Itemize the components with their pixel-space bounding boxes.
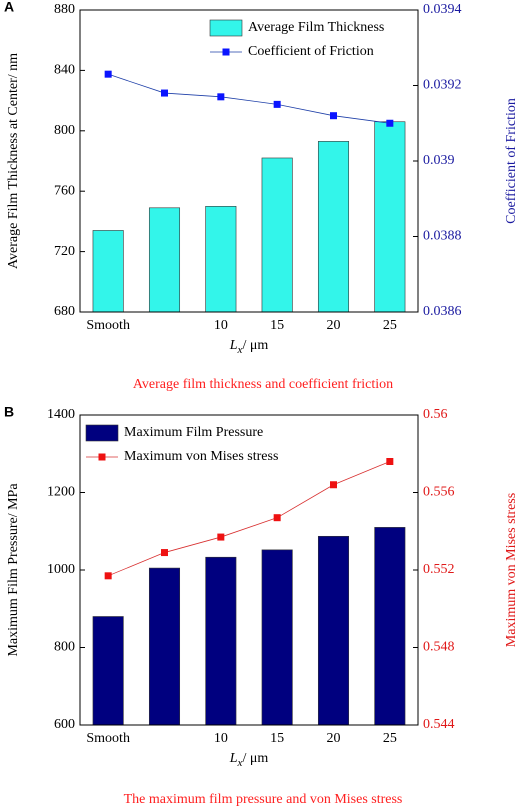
x-label-unit: / μm <box>242 338 268 353</box>
x-tick-label: 10 <box>214 731 228 746</box>
x-tick-label: Smooth <box>86 731 130 746</box>
x-tick-label: Smooth <box>86 318 130 333</box>
legend-marker <box>222 48 230 56</box>
legend-swatch <box>85 424 119 442</box>
y2-tick-label: 0.0394 <box>423 2 462 17</box>
x-label-main: L <box>229 751 238 766</box>
legend-label: Coefficient of Friction <box>248 44 374 59</box>
marker <box>161 89 168 97</box>
bar <box>374 527 406 726</box>
y-tick-label: 800 <box>54 640 75 655</box>
x-tick-label: 25 <box>383 318 397 333</box>
y-tick-label: 720 <box>54 244 75 259</box>
y-tick-label: 600 <box>54 717 75 732</box>
legend-marker <box>98 453 106 461</box>
y2-tick-label: 0.552 <box>423 562 455 577</box>
marker <box>330 481 337 489</box>
panel-label: A <box>4 0 14 15</box>
y-axis-label: Maximum Film Pressure/ MPa <box>6 483 21 657</box>
y2-tick-label: 0.0388 <box>423 229 462 244</box>
x-label-sub: x <box>237 757 243 769</box>
x-tick-label: 25 <box>383 731 397 746</box>
y-tick-label: 760 <box>54 183 75 198</box>
y-tick-label: 1200 <box>47 485 75 500</box>
bar <box>374 121 406 313</box>
bar <box>317 141 350 313</box>
y-tick-label: 1000 <box>47 562 75 577</box>
marker <box>161 549 168 557</box>
y2-tick-label: 0.548 <box>423 640 455 655</box>
line <box>108 461 390 577</box>
x-tick-label: 15 <box>270 318 284 333</box>
y2-axis-label: Coefficient of Friction <box>504 98 519 224</box>
legend-label: Maximum Film Pressure <box>124 425 263 440</box>
panel-label: B <box>4 404 14 420</box>
y2-tick-label: 0.56 <box>423 407 448 422</box>
marker <box>217 533 225 541</box>
bar <box>261 157 293 313</box>
caption: Average film thickness and coefficient f… <box>133 377 393 392</box>
x-tick-label: 10 <box>214 318 228 333</box>
marker <box>104 572 112 580</box>
line <box>108 73 390 124</box>
y-tick-label: 800 <box>54 123 75 138</box>
x-axis-label: Lx/ μm <box>229 751 269 768</box>
bar <box>205 206 237 313</box>
x-tick-label: 20 <box>327 318 341 333</box>
y-axis-label: Average Film Thickness at Center/ nm <box>6 53 21 269</box>
x-tick-label: 15 <box>270 731 284 746</box>
y2-tick-label: 0.0386 <box>423 304 462 319</box>
bar <box>261 549 293 726</box>
caption: The maximum film pressure and von Mises … <box>124 792 403 807</box>
marker <box>104 70 112 78</box>
marker <box>386 119 394 127</box>
y2-axis-label: Maximum von Mises stress <box>504 493 519 647</box>
marker <box>273 514 281 522</box>
legend-swatch <box>209 19 243 37</box>
bar <box>317 535 350 726</box>
x-label-sub: x <box>237 344 243 356</box>
y-tick-label: 680 <box>54 304 75 319</box>
y2-tick-label: 0.544 <box>423 717 455 732</box>
y-tick-label: 1400 <box>47 407 75 422</box>
bar <box>92 230 124 313</box>
marker <box>273 100 281 108</box>
bar <box>92 616 124 726</box>
x-label-unit: / μm <box>242 751 268 766</box>
bar <box>148 567 181 726</box>
x-axis-label: Lx/ μm <box>229 338 269 355</box>
y-tick-label: 840 <box>54 63 75 78</box>
x-tick-label: 20 <box>327 731 341 746</box>
marker <box>217 93 225 101</box>
bar <box>148 207 181 313</box>
marker <box>386 458 394 465</box>
y2-tick-label: 0.0392 <box>423 78 462 93</box>
y2-tick-label: 0.039 <box>423 153 455 168</box>
marker <box>330 112 337 120</box>
legend-label: Maximum von Mises stress <box>124 449 278 464</box>
x-label-main: L <box>229 338 238 353</box>
y2-tick-label: 0.556 <box>423 485 455 500</box>
bar <box>205 556 237 726</box>
legend-label: Average Film Thickness <box>248 20 384 35</box>
y-tick-label: 880 <box>54 2 75 17</box>
